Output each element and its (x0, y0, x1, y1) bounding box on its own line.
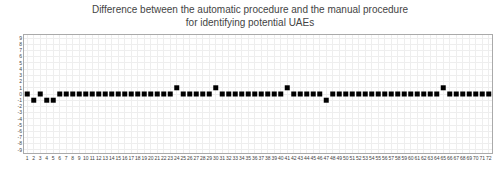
svg-text:47: 47 (323, 155, 329, 161)
svg-text:-9: -9 (18, 147, 23, 153)
svg-text:-5: -5 (18, 122, 23, 128)
svg-text:3: 3 (19, 72, 22, 78)
svg-text:38: 38 (265, 155, 271, 161)
svg-text:61: 61 (414, 155, 420, 161)
svg-text:44: 44 (304, 155, 310, 161)
svg-text:48: 48 (330, 155, 336, 161)
svg-text:Difference between the automat: Difference between the automatic procedu… (92, 4, 409, 28)
svg-text:66: 66 (447, 155, 453, 161)
svg-text:1: 1 (19, 85, 22, 91)
svg-text:29: 29 (206, 155, 212, 161)
svg-text:9: 9 (19, 35, 22, 41)
svg-text:50: 50 (343, 155, 349, 161)
svg-text:14: 14 (109, 155, 115, 161)
svg-text:32: 32 (226, 155, 232, 161)
svg-text:8: 8 (71, 155, 74, 161)
svg-text:0: 0 (19, 91, 22, 97)
svg-text:28: 28 (200, 155, 206, 161)
svg-text:12: 12 (96, 155, 102, 161)
svg-text:7: 7 (65, 155, 68, 161)
svg-text:59: 59 (401, 155, 407, 161)
svg-text:54: 54 (369, 155, 375, 161)
svg-text:26: 26 (187, 155, 193, 161)
svg-text:41: 41 (284, 155, 290, 161)
svg-text:6: 6 (58, 155, 61, 161)
svg-text:34: 34 (239, 155, 245, 161)
svg-text:18: 18 (135, 155, 141, 161)
svg-text:16: 16 (122, 155, 128, 161)
svg-text:49: 49 (336, 155, 342, 161)
svg-text:24: 24 (174, 155, 180, 161)
svg-text:25: 25 (180, 155, 186, 161)
svg-text:51: 51 (349, 155, 355, 161)
svg-text:5: 5 (19, 60, 22, 66)
svg-text:60: 60 (408, 155, 414, 161)
svg-text:27: 27 (193, 155, 199, 161)
svg-text:19: 19 (141, 155, 147, 161)
svg-text:42: 42 (291, 155, 297, 161)
svg-text:-7: -7 (18, 134, 23, 140)
svg-text:35: 35 (245, 155, 251, 161)
svg-text:15: 15 (115, 155, 121, 161)
svg-text:69: 69 (466, 155, 472, 161)
svg-text:52: 52 (356, 155, 362, 161)
svg-text:-1: -1 (18, 97, 23, 103)
svg-text:31: 31 (219, 155, 225, 161)
svg-text:11: 11 (90, 155, 95, 161)
svg-text:58: 58 (395, 155, 401, 161)
svg-text:55: 55 (375, 155, 381, 161)
svg-text:30: 30 (213, 155, 219, 161)
svg-text:53: 53 (362, 155, 368, 161)
svg-text:20: 20 (148, 155, 154, 161)
svg-text:4: 4 (19, 66, 22, 72)
svg-text:71: 71 (479, 155, 485, 161)
svg-text:17: 17 (128, 155, 134, 161)
svg-text:4: 4 (45, 155, 48, 161)
svg-text:63: 63 (427, 155, 433, 161)
svg-text:70: 70 (473, 155, 479, 161)
svg-text:22: 22 (161, 155, 167, 161)
svg-text:43: 43 (297, 155, 303, 161)
svg-text:-4: -4 (18, 116, 23, 122)
svg-text:67: 67 (453, 155, 459, 161)
svg-text:-3: -3 (18, 109, 23, 115)
svg-text:8: 8 (19, 41, 22, 47)
svg-text:64: 64 (434, 155, 440, 161)
svg-text:21: 21 (154, 155, 160, 161)
svg-text:2: 2 (19, 78, 22, 84)
svg-text:62: 62 (421, 155, 427, 161)
svg-text:10: 10 (83, 155, 89, 161)
svg-text:46: 46 (317, 155, 323, 161)
svg-text:1: 1 (26, 155, 29, 161)
svg-text:6: 6 (19, 53, 22, 59)
svg-text:40: 40 (278, 155, 284, 161)
svg-text:39: 39 (271, 155, 277, 161)
svg-text:36: 36 (252, 155, 258, 161)
svg-text:23: 23 (167, 155, 173, 161)
svg-text:-8: -8 (18, 140, 23, 146)
svg-text:72: 72 (486, 155, 492, 161)
svg-text:45: 45 (310, 155, 316, 161)
svg-text:5: 5 (52, 155, 55, 161)
svg-text:57: 57 (388, 155, 394, 161)
svg-text:13: 13 (102, 155, 108, 161)
svg-text:33: 33 (232, 155, 238, 161)
svg-text:37: 37 (258, 155, 264, 161)
svg-text:56: 56 (382, 155, 388, 161)
svg-text:9: 9 (78, 155, 81, 161)
svg-text:2: 2 (32, 155, 35, 161)
svg-text:-2: -2 (18, 103, 23, 109)
svg-text:68: 68 (460, 155, 466, 161)
svg-text:7: 7 (19, 47, 22, 53)
svg-text:-6: -6 (18, 128, 23, 134)
svg-text:65: 65 (440, 155, 446, 161)
svg-text:3: 3 (39, 155, 42, 161)
